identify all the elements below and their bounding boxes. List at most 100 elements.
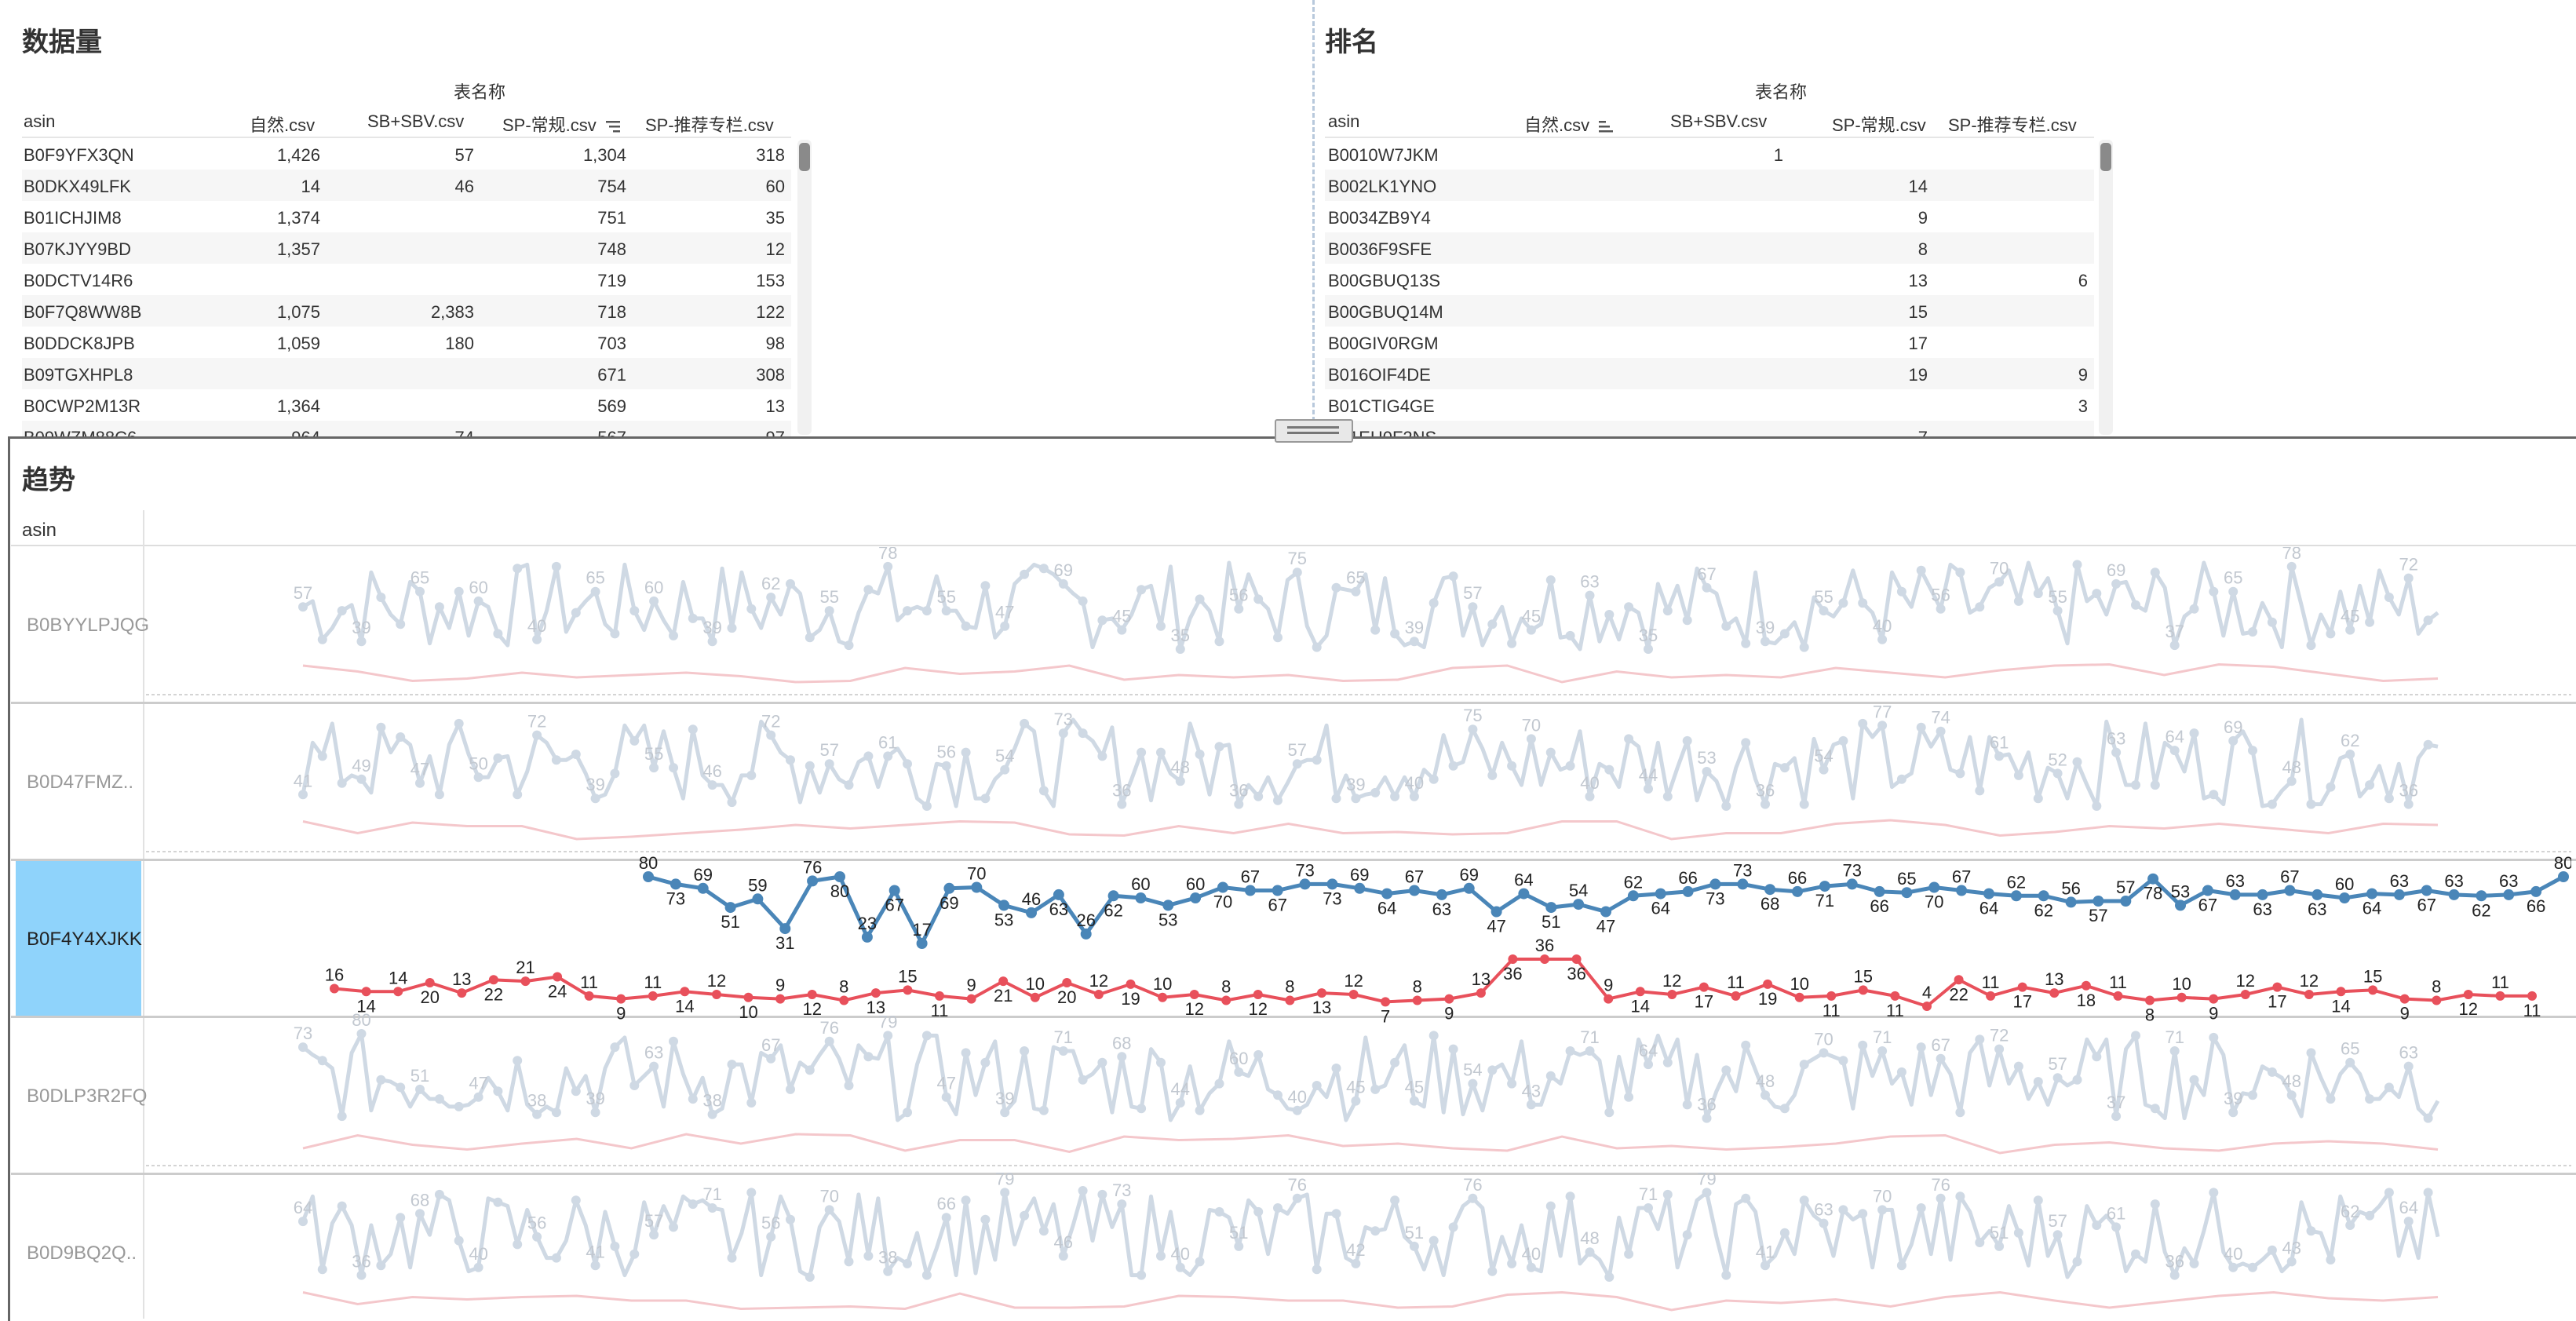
active-blue-point xyxy=(670,878,681,890)
resize-handle[interactable] xyxy=(1275,419,1353,443)
right-table-row[interactable]: B00GBUQ13S 13 6 xyxy=(1325,264,2094,295)
faded-series-point xyxy=(669,763,678,773)
right-table-row[interactable]: B00GIV0RGM 17 xyxy=(1325,327,2094,358)
faded-series-point xyxy=(1916,722,1926,732)
right-scrollbar[interactable] xyxy=(2099,140,2113,435)
faded-data-label: 63 xyxy=(644,1043,663,1063)
active-blue-point xyxy=(2448,889,2460,900)
right-table-row[interactable]: B0010W7JKM 1 xyxy=(1325,138,2094,170)
active-blue-data-label: 73 xyxy=(1706,889,1724,908)
faded-series-point xyxy=(980,794,991,804)
faded-series-point xyxy=(610,1241,620,1251)
faded-data-label: 51 xyxy=(410,1066,429,1086)
faded-series-point xyxy=(2209,1032,2219,1042)
faded-series-point xyxy=(2092,801,2102,811)
left-table-row[interactable]: B09WZM88C6 964 74 567 97 xyxy=(22,421,791,436)
right-scrollbar-thumb[interactable] xyxy=(2100,143,2111,171)
sort-ascending-icon[interactable] xyxy=(1597,119,1615,134)
right-cell-asin: B01EH0F2NS xyxy=(1328,428,1436,436)
left-scrollbar[interactable] xyxy=(797,140,812,435)
active-red-point xyxy=(1890,991,1900,1001)
right-col-sp[interactable]: SP-常规.csv xyxy=(1832,115,1926,135)
right-table-row[interactable]: B00GBUQ14M 15 xyxy=(1325,295,2094,327)
left-col-sp-rec[interactable]: SP-推荐专栏.csv xyxy=(645,115,774,135)
faded-data-label: 79 xyxy=(995,1169,1014,1188)
right-cell-value: 8 xyxy=(1917,239,1928,259)
trend-asin-label[interactable]: B0BYYLPJQG xyxy=(27,615,150,636)
faded-data-label: 56 xyxy=(936,743,955,762)
active-blue-data-label: 60 xyxy=(2335,874,2354,894)
left-col-natural[interactable]: 自然.csv xyxy=(250,115,316,135)
faded-series-point xyxy=(2189,1258,2199,1268)
faded-series-point xyxy=(1097,615,1107,626)
active-blue-data-label: 53 xyxy=(994,910,1013,929)
left-col-sb[interactable]: SB+SBV.csv xyxy=(367,111,465,131)
faded-series-point xyxy=(707,1109,717,1119)
faded-series-point xyxy=(1292,1193,1302,1203)
right-table-row[interactable]: B01EH0F2NS 7 xyxy=(1325,421,2094,436)
faded-series-point xyxy=(590,586,600,597)
left-table-row[interactable]: B0F7Q8WW8B 1,075 2,383 718 122 xyxy=(22,295,791,327)
faded-series-point xyxy=(1858,598,1868,608)
faded-series-point xyxy=(298,790,308,800)
left-table-row[interactable]: B07KJYY9BD 1,357 748 12 xyxy=(22,232,791,264)
faded-series-point xyxy=(1390,791,1400,801)
faded-series-point xyxy=(356,1270,367,1280)
faded-series-point xyxy=(1662,1189,1673,1199)
left-cell-asin: B09TGXHPL8 xyxy=(24,365,133,385)
faded-series-point xyxy=(1137,747,1147,757)
faded-series-point xyxy=(669,1222,678,1232)
active-blue-data-label: 57 xyxy=(2116,878,2135,897)
faded-series-point xyxy=(2072,1257,2082,1267)
right-table-row[interactable]: B016OIF4DE 19 9 xyxy=(1325,358,2094,389)
left-cell-value: 153 xyxy=(756,271,785,290)
right-col-asin[interactable]: asin xyxy=(1328,111,1360,131)
right-col-natural[interactable]: 自然.csv xyxy=(1524,111,1615,137)
active-blue-point xyxy=(1709,878,1721,890)
sort-descending-icon[interactable] xyxy=(604,119,622,134)
right-cell-asin: B0034ZB9Y4 xyxy=(1328,208,1431,228)
faded-series-point xyxy=(1195,750,1205,759)
active-red-point xyxy=(457,988,467,998)
trend-asin-label[interactable]: B0F4Y4XJKK xyxy=(27,929,142,950)
active-red-point xyxy=(1381,997,1391,1007)
left-table-row[interactable]: B0DKX49LFK 14 46 754 60 xyxy=(22,170,791,201)
left-scrollbar-thumb[interactable] xyxy=(799,143,810,171)
active-blue-point xyxy=(1545,902,1557,914)
right-table-row[interactable]: B01CTIG4GE 3 xyxy=(1325,389,2094,421)
active-blue-data-label: 56 xyxy=(2061,878,2080,898)
faded-series-point xyxy=(1253,594,1264,604)
left-col-asin[interactable]: asin xyxy=(24,111,56,131)
faded-data-label: 47 xyxy=(469,1074,487,1093)
faded-data-label: 51 xyxy=(1229,1223,1248,1243)
trend-asin-label[interactable]: B0DLP3R2FQ xyxy=(27,1086,148,1107)
right-cell-asin: B00GBUQ13S xyxy=(1328,271,1441,290)
right-cell-value: 15 xyxy=(1908,302,1928,322)
left-table-row[interactable]: B0CWP2M13R 1,364 569 13 xyxy=(22,389,791,421)
right-table-row[interactable]: B0036F9SFE 8 xyxy=(1325,232,2094,264)
faded-series-point xyxy=(1507,761,1517,771)
faded-series-point xyxy=(727,797,737,808)
left-table-row[interactable]: B0F9YFX3QN 1,426 57 1,304 318 xyxy=(22,138,791,170)
faded-series-point xyxy=(2033,1077,2043,1087)
right-col-sp-rec[interactable]: SP-推荐专栏.csv xyxy=(1948,115,2077,135)
right-col-sb[interactable]: SB+SBV.csv xyxy=(1670,111,1768,131)
left-table-row[interactable]: B09TGXHPL8 671 308 xyxy=(22,358,791,389)
left-table-row[interactable]: B0DDCK8JPB 1,059 180 703 98 xyxy=(22,327,791,358)
faded-series-point xyxy=(2384,794,2394,804)
trend-asin-label[interactable]: B0D9BQ2Q.. xyxy=(27,1243,137,1264)
active-blue-data-label: 80 xyxy=(830,881,849,901)
left-table-row[interactable]: B0DCTV14R6 719 153 xyxy=(22,264,791,295)
faded-series-point xyxy=(2286,1257,2297,1267)
active-blue-point xyxy=(643,871,654,882)
active-blue-data-label: 64 xyxy=(1514,870,1533,890)
right-table-row[interactable]: B0034ZB9Y4 9 xyxy=(1325,201,2094,232)
left-col-sp[interactable]: SP-常规.csv xyxy=(502,111,622,137)
active-blue-data-label: 51 xyxy=(1542,912,1560,932)
left-table-row[interactable]: B01ICHJIM8 1,374 751 35 xyxy=(22,201,791,232)
right-table-row[interactable]: B002LK1YNO 14 xyxy=(1325,170,2094,201)
trend-asin-label[interactable]: B0D47FMZ.. xyxy=(27,772,134,793)
active-red-data-label: 10 xyxy=(739,1002,757,1022)
active-blue-point xyxy=(2311,889,2323,900)
left-cell-asin: B0DKX49LFK xyxy=(24,177,131,196)
